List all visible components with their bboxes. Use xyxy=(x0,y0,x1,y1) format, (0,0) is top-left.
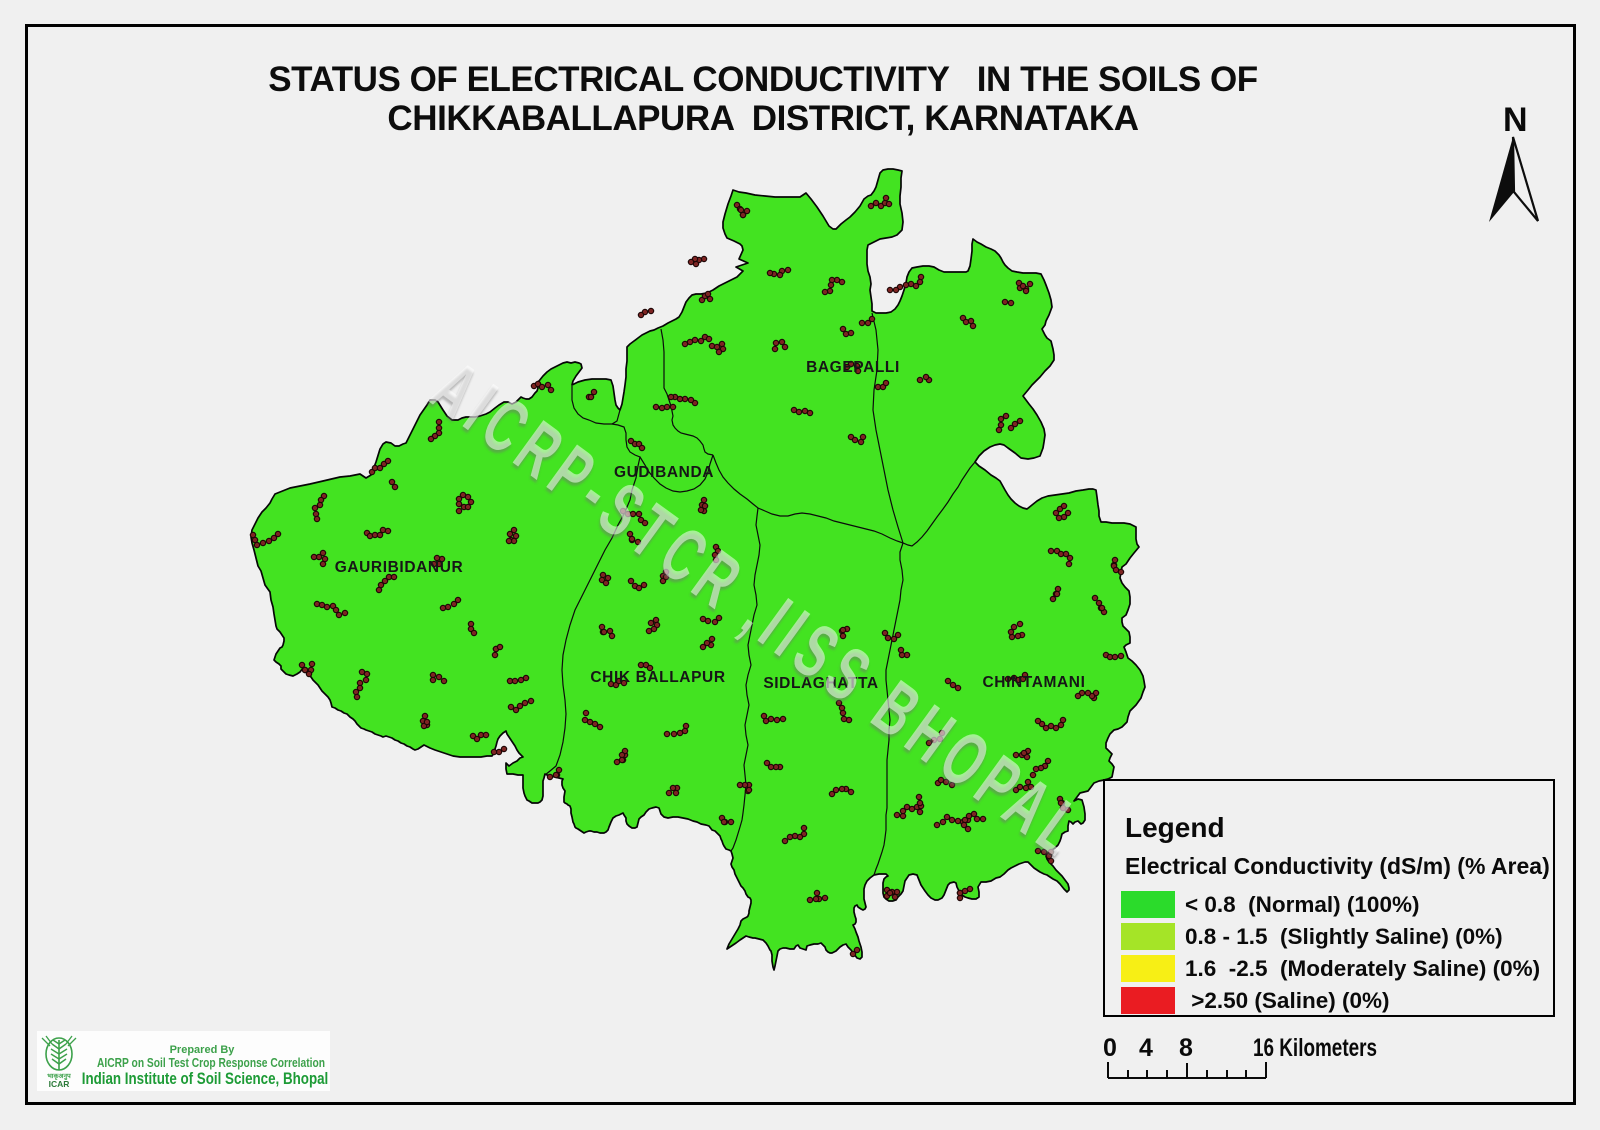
svg-text:0: 0 xyxy=(1103,1034,1117,1062)
svg-text:CHINTAMANI: CHINTAMANI xyxy=(982,674,1085,691)
svg-text:4: 4 xyxy=(1139,1034,1153,1062)
svg-text:8: 8 xyxy=(1179,1034,1193,1062)
svg-text:N: N xyxy=(1503,101,1528,139)
svg-text:16 Kilometers: 16 Kilometers xyxy=(1253,1034,1377,1062)
svg-text:GUDIBANDA: GUDIBANDA xyxy=(614,464,714,481)
svg-text:भाकृअनुप: भाकृअनुप xyxy=(47,1073,71,1080)
svg-text:CHIK BALLAPUR: CHIK BALLAPUR xyxy=(590,669,725,686)
svg-text:SIDLAGHATTA: SIDLAGHATTA xyxy=(763,675,878,692)
svg-text:GAURIBIDANUR: GAURIBIDANUR xyxy=(335,559,464,576)
svg-text:BAGEPALLI: BAGEPALLI xyxy=(806,359,900,376)
svg-text:ICAR: ICAR xyxy=(49,1079,70,1089)
